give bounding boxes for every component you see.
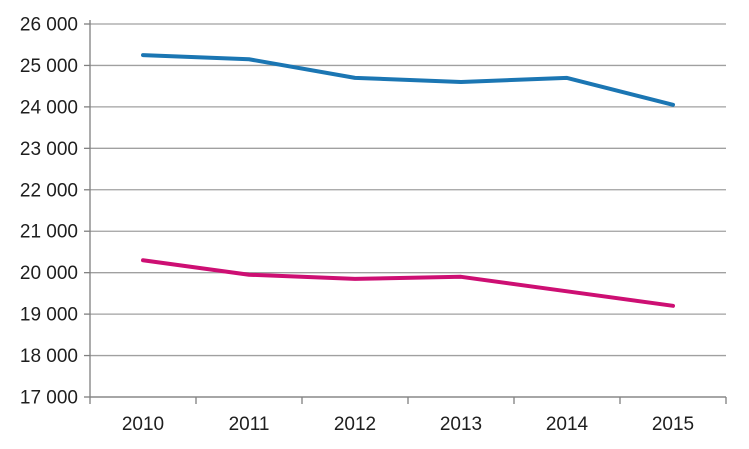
x-axis-tick-label: 2011 [229,414,270,435]
y-axis-tick-label: 20 000 [20,263,78,284]
y-axis-tick-label: 23 000 [20,139,78,160]
y-axis-tick-label: 22 000 [20,180,78,201]
y-axis-tick-label: 21 000 [20,222,78,243]
x-axis-tick-label: 2014 [546,414,589,435]
y-axis-tick-label: 25 000 [20,56,78,77]
y-axis-tick-label: 17 000 [20,388,78,409]
x-axis-tick-label: 2012 [334,414,376,435]
x-axis-tick-label: 2010 [122,414,164,435]
y-axis-tick-label: 18 000 [20,346,78,367]
x-axis-tick-label: 2013 [440,414,482,435]
series-line-lower-pink-series [141,258,675,308]
x-axis-tick-label: 2015 [652,414,694,435]
y-axis-tick-label: 24 000 [20,97,78,118]
y-axis-tick-label: 19 000 [20,305,78,326]
series-line-upper-blue-series [141,53,675,107]
y-axis-tick-label: 26 000 [20,15,78,36]
